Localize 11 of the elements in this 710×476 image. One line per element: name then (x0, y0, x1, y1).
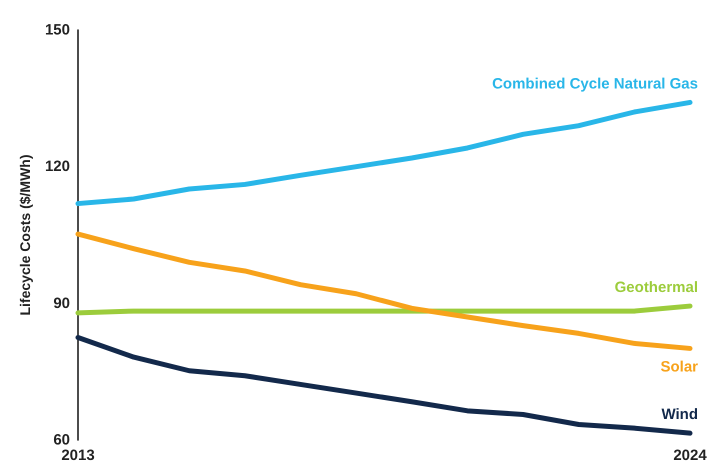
x-tick-label: 2013 (61, 447, 95, 464)
y-tick-label: 60 (53, 432, 70, 448)
y-tick-label: 90 (53, 294, 70, 312)
series-label: Wind (661, 406, 698, 424)
series-label: Combined Cycle Natural Gas (492, 75, 698, 92)
series-label: Geothermal (614, 279, 698, 296)
series-label: Solar (660, 358, 698, 376)
x-tick-label: 2024 (673, 447, 708, 464)
y-axis-title: Lifecycle Costs ($/MWh) (17, 154, 33, 316)
y-tick-label: 120 (44, 158, 70, 176)
y-tick-label: 150 (44, 22, 70, 38)
